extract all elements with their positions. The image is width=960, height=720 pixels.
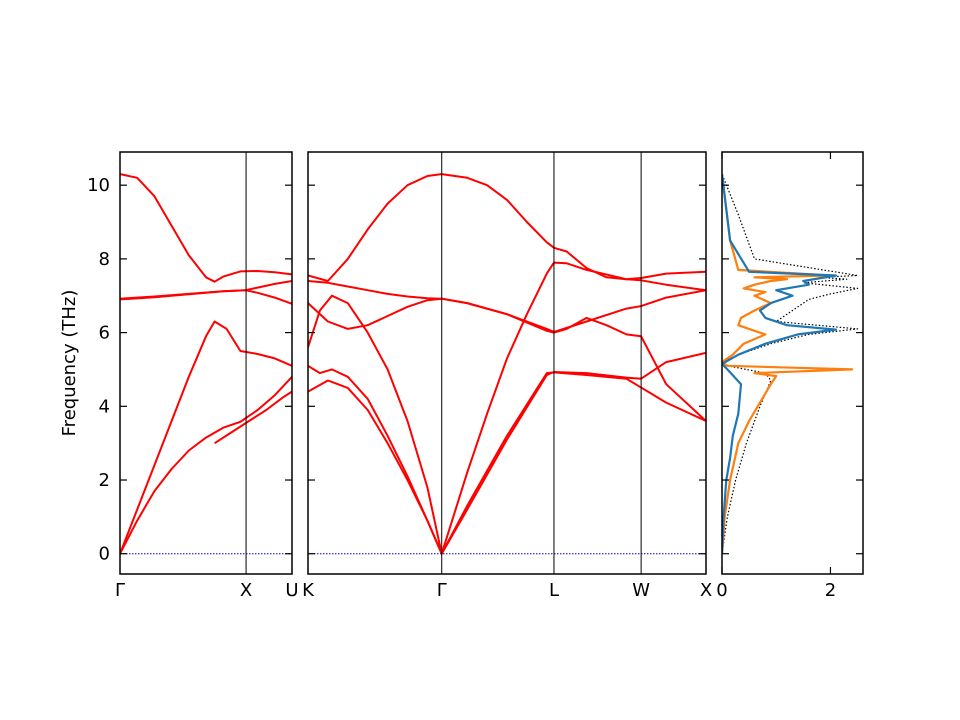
phonon-band-1 <box>120 320 292 555</box>
y-tick-label: 0 <box>99 544 110 565</box>
y-tick-label: 2 <box>99 470 110 491</box>
phonon-band-3 <box>120 280 292 300</box>
x-tick-label: X <box>700 580 712 601</box>
y-tick-label: 8 <box>99 249 110 270</box>
dos-curve-2 <box>722 173 837 554</box>
x-tick-label: 0 <box>716 580 727 601</box>
axes-frame <box>119 151 293 575</box>
phonon-band-4 <box>120 173 292 283</box>
x-tick-label: 2 <box>825 580 836 601</box>
x-tick-label: L <box>549 580 559 601</box>
x-tick-label: Γ <box>437 580 447 601</box>
y-axis-label: Frequency (THz) <box>59 290 80 437</box>
phonon-band-5 <box>214 390 292 445</box>
axes-frame <box>721 151 864 575</box>
phonon-band-4 <box>308 280 706 422</box>
band-panel-gamma-x-u: 0 2 4 6 8 10 Γ X U <box>87 151 299 601</box>
x-tick-label: X <box>240 580 252 601</box>
y-tick-label: 6 <box>99 323 110 344</box>
y-tick-label: 10 <box>87 175 110 196</box>
phonon-band-3 <box>308 289 706 333</box>
plot-area <box>722 173 859 554</box>
x-tick-label: U <box>285 580 298 601</box>
dos-curve-0 <box>722 173 859 554</box>
phonon-band-1 <box>308 351 706 555</box>
x-tick-label: W <box>632 580 650 601</box>
phonon-band-2 <box>308 261 706 555</box>
phonon-band-5 <box>308 173 706 282</box>
y-tick-label: 4 <box>99 396 110 417</box>
dos-curve-1 <box>722 173 854 554</box>
phonon-band-0 <box>120 376 292 555</box>
axes-frame <box>307 151 707 575</box>
x-tick-label: K <box>302 580 315 601</box>
x-tick-label: Γ <box>115 580 125 601</box>
plot-area <box>120 173 292 555</box>
plot-area <box>308 173 706 555</box>
